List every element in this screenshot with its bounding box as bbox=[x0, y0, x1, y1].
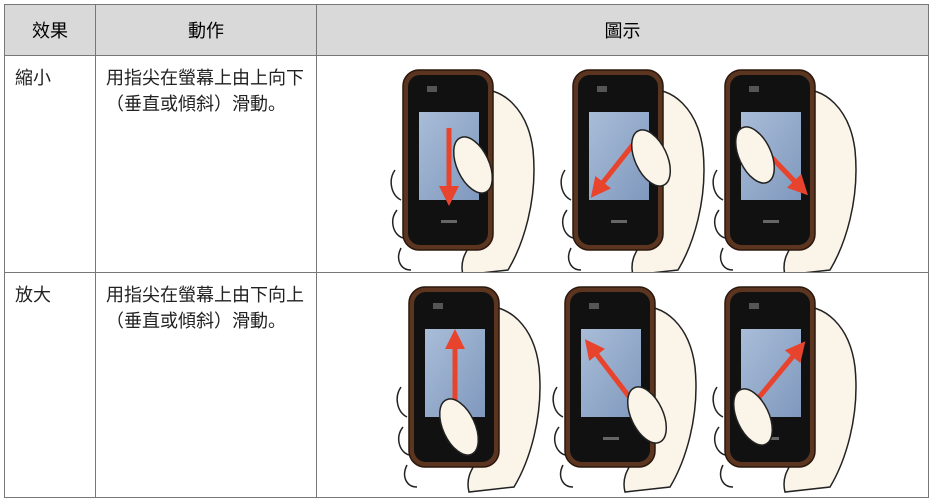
gesture-table: 效果 動作 圖示 縮小 用指尖在螢幕上由上向下（垂直或傾斜）滑動。 放大 用指尖… bbox=[4, 4, 929, 498]
phone-illustration bbox=[712, 69, 857, 272]
phone-illustration bbox=[560, 69, 705, 272]
phone-illustration bbox=[552, 286, 697, 493]
phone-illustration bbox=[390, 69, 535, 272]
action-cell: 用指尖在螢幕上由下向上（垂直或傾斜）滑動。 bbox=[95, 272, 317, 498]
thumb bbox=[732, 388, 774, 446]
header-effect: 效果 bbox=[4, 4, 96, 56]
action-cell: 用指尖在螢幕上由上向下（垂直或傾斜）滑動。 bbox=[95, 55, 317, 273]
thumb bbox=[626, 386, 668, 444]
header-illustration: 圖示 bbox=[316, 4, 929, 56]
phone-illustration bbox=[396, 286, 541, 493]
thumb bbox=[438, 398, 480, 456]
illustration bbox=[396, 286, 857, 493]
thumb bbox=[452, 136, 494, 194]
header-action: 動作 bbox=[95, 4, 317, 56]
effect-cell: 放大 bbox=[4, 272, 96, 498]
effect-cell: 縮小 bbox=[4, 55, 96, 273]
phone-illustration bbox=[712, 286, 857, 493]
illustration bbox=[390, 69, 857, 272]
phone bbox=[564, 286, 656, 468]
illustration-cell bbox=[316, 55, 929, 273]
thumb bbox=[630, 129, 672, 187]
illustration-cell bbox=[316, 272, 929, 498]
thumb bbox=[734, 126, 776, 184]
